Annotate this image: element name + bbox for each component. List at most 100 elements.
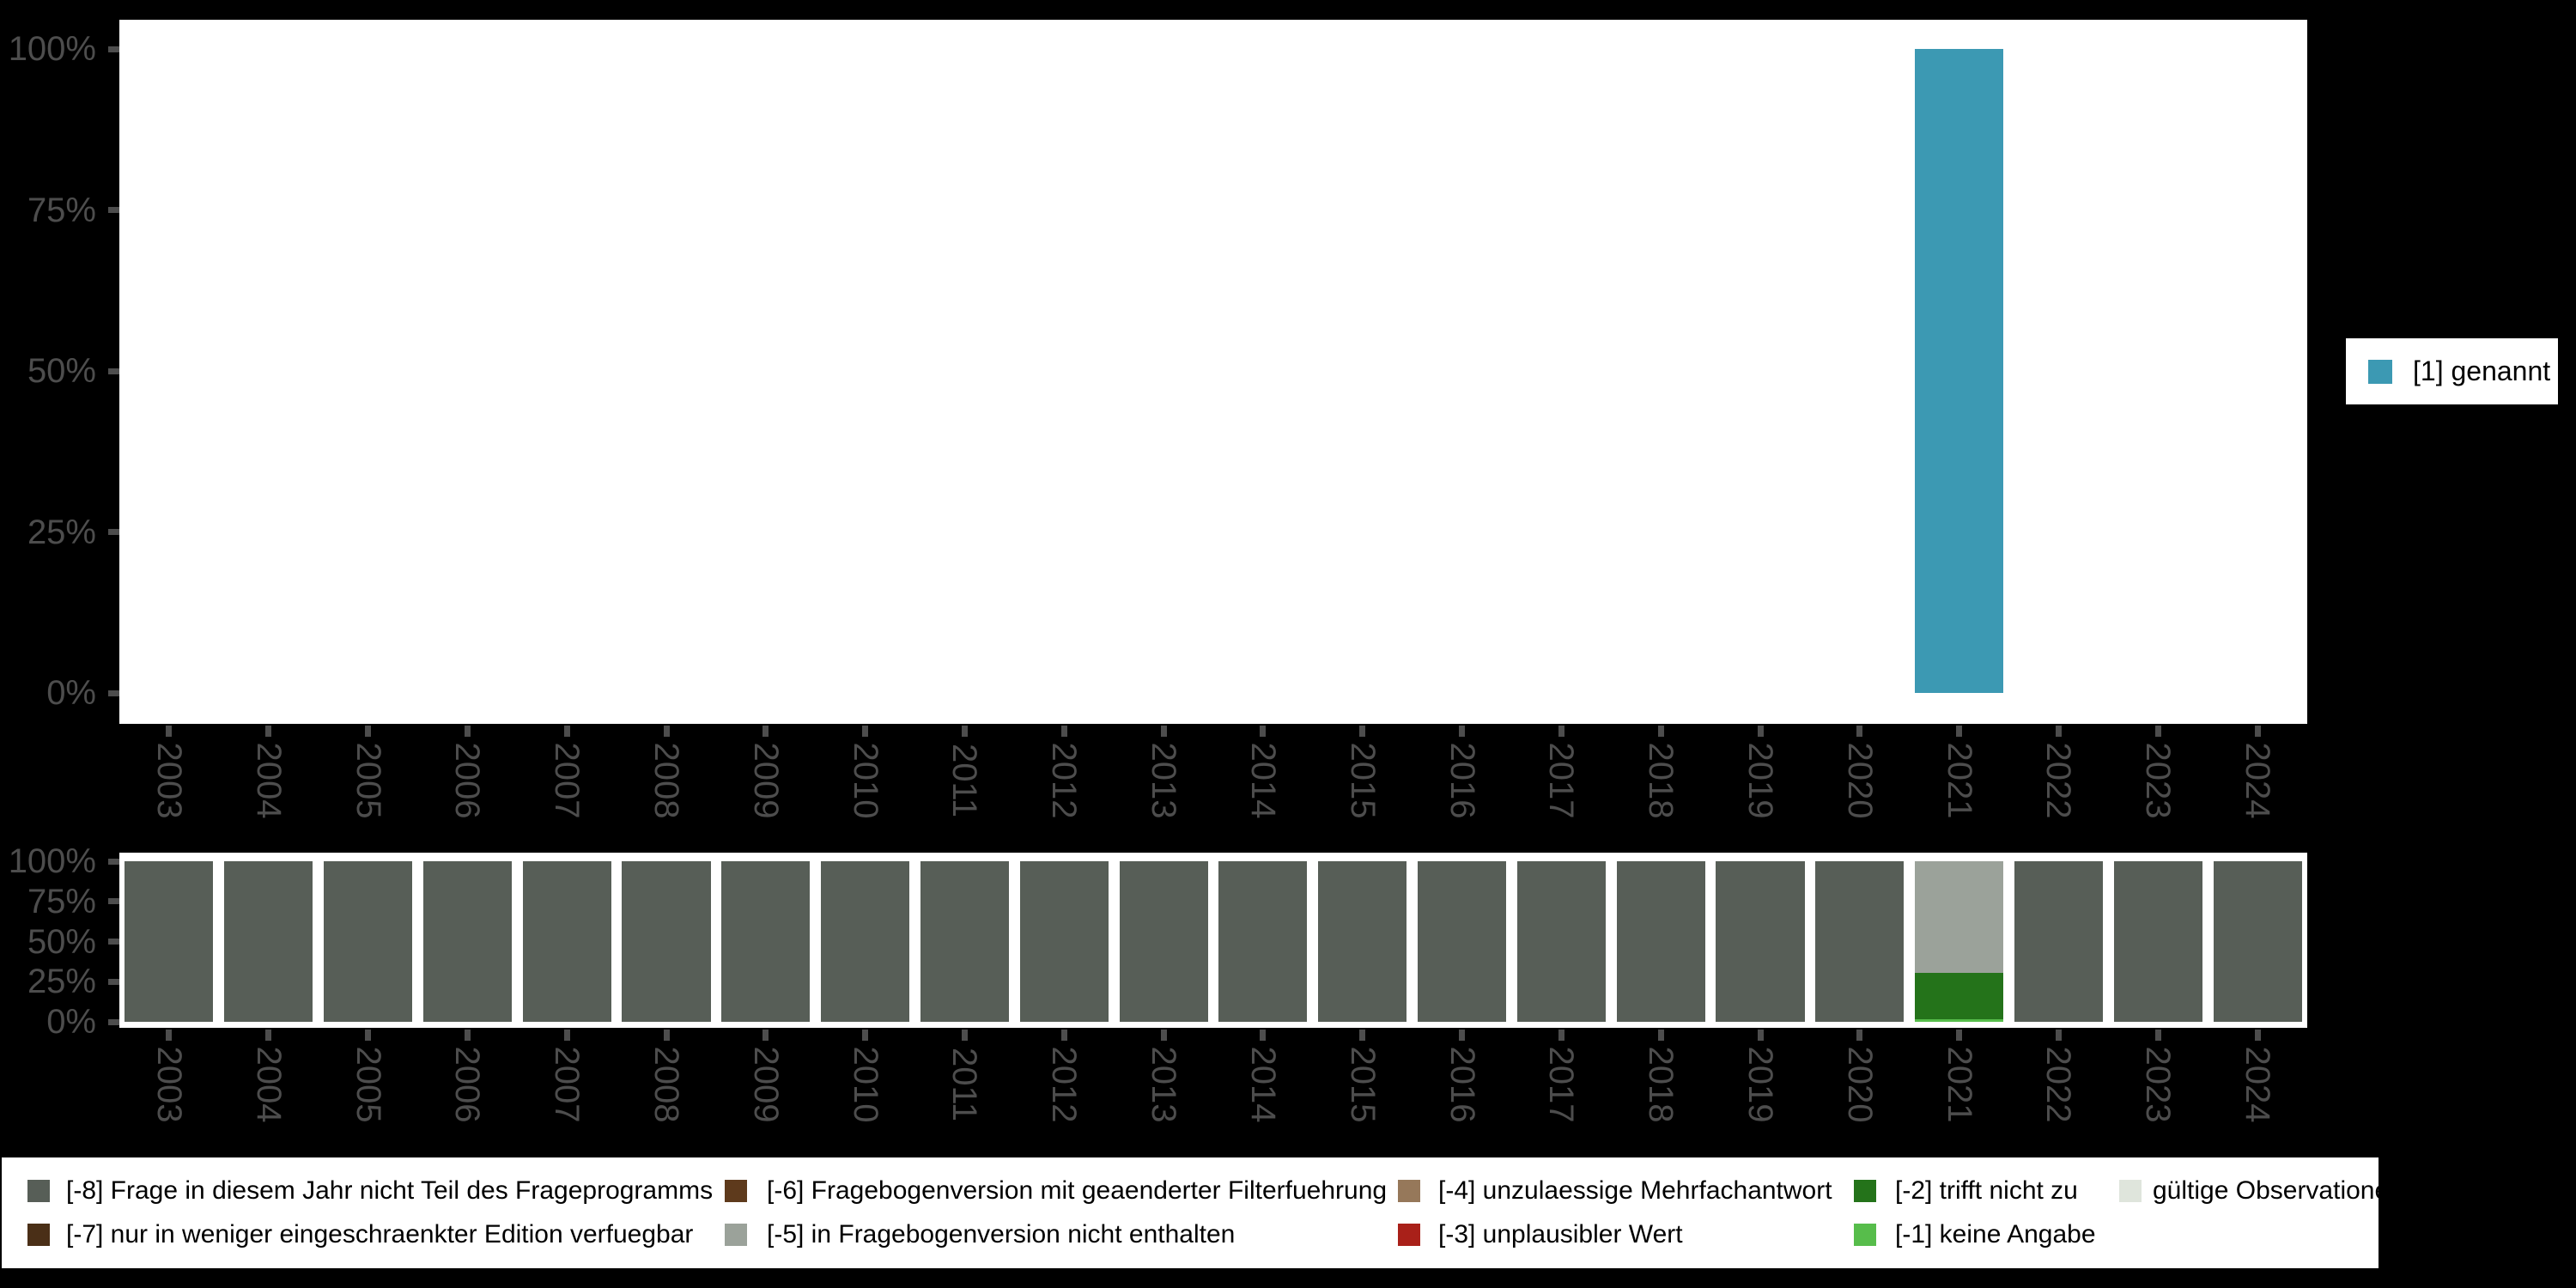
top-x-axis-tick-2007 xyxy=(563,726,570,737)
top-x-axis-tick-2005 xyxy=(365,726,372,737)
top-x-axis-tick-2014 xyxy=(1260,726,1267,737)
bottom-x-axis-label-2024: 2024 xyxy=(2239,1046,2277,1123)
top-x-axis-label-2020: 2020 xyxy=(1841,742,1880,819)
bottom-bar-2016-segment[interactable] xyxy=(1418,861,1507,1022)
top-x-axis-tick-2017 xyxy=(1558,726,1564,737)
top-x-axis-label-2006: 2006 xyxy=(448,742,487,819)
top-x-axis-tick-2023 xyxy=(2154,726,2161,737)
bottom-x-axis-tick-2015 xyxy=(1359,1030,1366,1041)
legend-label-code_m2: [-2] trifft nicht zu xyxy=(1895,1176,2078,1205)
bottom-x-axis-label-2017: 2017 xyxy=(1542,1046,1581,1123)
top-x-axis-label-2016: 2016 xyxy=(1443,742,1482,819)
bottom-x-axis-tick-2003 xyxy=(166,1030,173,1041)
bottom-x-axis-label-2006: 2006 xyxy=(448,1046,487,1123)
top-bar-2021-segment[interactable] xyxy=(1915,49,2004,693)
legend-label-code_m4: [-4] unzulaessige Mehrfachantwort xyxy=(1438,1176,1832,1205)
top-x-axis-label-2019: 2019 xyxy=(1741,742,1780,819)
bottom-x-axis-label-2022: 2022 xyxy=(2039,1046,2078,1123)
top-x-axis-label-2011: 2011 xyxy=(945,743,984,817)
bottom-x-axis-label-2009: 2009 xyxy=(747,1046,786,1123)
bottom-bar-2013-segment[interactable] xyxy=(1119,861,1208,1022)
bottom-bar-2022-segment[interactable] xyxy=(2014,861,2103,1022)
legend-swatch-code_m4 xyxy=(1398,1180,1420,1202)
bottom-x-axis-tick-2014 xyxy=(1260,1030,1267,1041)
top-x-axis-tick-2022 xyxy=(2055,726,2062,737)
top-x-axis-label-2010: 2010 xyxy=(847,742,885,819)
bottom-bar-2010-segment[interactable] xyxy=(821,861,910,1022)
bottom-y-axis-label-50%: 50% xyxy=(27,922,96,961)
top-y-axis-label-0%: 0% xyxy=(46,674,96,712)
top-y-axis-tick xyxy=(108,46,119,52)
top-x-axis-tick-2016 xyxy=(1459,726,1466,737)
legend-swatch-code_m7 xyxy=(27,1224,50,1246)
bottom-x-axis-tick-2013 xyxy=(1160,1030,1167,1041)
bottom-x-axis-tick-2007 xyxy=(563,1030,570,1041)
bottom-bar-2007-segment[interactable] xyxy=(522,861,611,1022)
bottom-bar-2008-segment[interactable] xyxy=(622,861,711,1022)
bottom-x-axis-tick-2020 xyxy=(1856,1030,1863,1041)
top-x-axis-label-2008: 2008 xyxy=(647,742,686,819)
bottom-x-axis-tick-2017 xyxy=(1558,1030,1564,1041)
top-x-axis-tick-2020 xyxy=(1856,726,1863,737)
bottom-y-axis-tick xyxy=(108,1018,119,1025)
legend-swatch-code_m1 xyxy=(1854,1224,1876,1246)
bottom-bar-2011-segment[interactable] xyxy=(920,861,1009,1022)
bottom-bar-2005-segment[interactable] xyxy=(324,861,413,1022)
top-x-axis-label-2013: 2013 xyxy=(1145,742,1183,819)
bottom-bar-2023-segment[interactable] xyxy=(2113,861,2202,1022)
top-x-axis-tick-2012 xyxy=(1060,726,1067,737)
top-x-axis-tick-2008 xyxy=(663,726,670,737)
bottom-x-axis-label-2008: 2008 xyxy=(647,1046,686,1123)
bottom-bar-2020-segment[interactable] xyxy=(1815,861,1905,1022)
bottom-x-axis-tick-2022 xyxy=(2055,1030,2062,1041)
top-x-axis-tick-2010 xyxy=(862,726,869,737)
missing-codes-legend: [-8] Frage in diesem Jahr nicht Teil des… xyxy=(2,1157,2403,1268)
top-x-axis-tick-2009 xyxy=(762,726,769,737)
bottom-x-axis-tick-2010 xyxy=(862,1030,869,1041)
bottom-y-axis-label-100%: 100% xyxy=(8,842,96,880)
bottom-bar-2009-segment[interactable] xyxy=(721,861,811,1022)
top-y-axis-tick xyxy=(108,529,119,535)
top-x-axis-label-2023: 2023 xyxy=(2139,742,2178,819)
legend-label-code_m5: [-5] in Fragebogenversion nicht enthalte… xyxy=(767,1220,1236,1249)
genannt-legend-label: [1] genannt xyxy=(2413,355,2551,386)
top-x-axis-tick-2015 xyxy=(1359,726,1366,737)
top-y-axis-label-50%: 50% xyxy=(27,352,96,390)
bottom-x-axis-label-2003: 2003 xyxy=(150,1046,189,1123)
bottom-y-axis-tick xyxy=(108,939,119,945)
bottom-bar-2021-segment[interactable] xyxy=(1915,861,2004,973)
legend-swatch-code_m5 xyxy=(725,1224,747,1246)
bottom-x-axis-tick-2021 xyxy=(1956,1030,1963,1041)
top-y-axis-label-100%: 100% xyxy=(8,30,96,68)
legend-label-code_m1: [-1] keine Angabe xyxy=(1895,1220,2096,1249)
bottom-x-axis-label-2021: 2021 xyxy=(1941,1046,1979,1123)
bottom-bar-2019-segment[interactable] xyxy=(1716,861,1805,1022)
bottom-x-axis-tick-2011 xyxy=(961,1030,968,1041)
bottom-bar-2015-segment[interactable] xyxy=(1318,861,1407,1022)
bottom-x-axis-label-2015: 2015 xyxy=(1344,1046,1382,1123)
bottom-bar-2018-segment[interactable] xyxy=(1616,861,1705,1022)
bottom-bar-2014-segment[interactable] xyxy=(1218,861,1308,1022)
bottom-bar-2004-segment[interactable] xyxy=(224,861,313,1022)
bottom-x-axis-tick-2018 xyxy=(1657,1030,1664,1041)
top-x-axis-label-2017: 2017 xyxy=(1542,742,1581,819)
top-x-axis-label-2009: 2009 xyxy=(747,742,786,819)
bottom-bar-2017-segment[interactable] xyxy=(1516,861,1606,1022)
bottom-bar-2012-segment[interactable] xyxy=(1019,861,1109,1022)
bottom-bar-2006-segment[interactable] xyxy=(422,861,512,1022)
top-x-axis-tick-2019 xyxy=(1757,726,1764,737)
top-x-axis-tick-2006 xyxy=(464,726,471,737)
bottom-bar-2021-segment[interactable] xyxy=(1915,1019,2004,1022)
bottom-bar-2003-segment[interactable] xyxy=(125,861,214,1022)
top-x-axis-label-2012: 2012 xyxy=(1045,742,1084,819)
bottom-x-axis-tick-2016 xyxy=(1459,1030,1466,1041)
bottom-x-axis-tick-2008 xyxy=(663,1030,670,1041)
bottom-x-axis-label-2019: 2019 xyxy=(1741,1046,1780,1123)
bottom-y-axis-label-25%: 25% xyxy=(27,963,96,1001)
bottom-x-axis-tick-2006 xyxy=(464,1030,471,1041)
top-x-axis-tick-2024 xyxy=(2254,726,2261,737)
top-x-axis-tick-2021 xyxy=(1956,726,1963,737)
legend-label-code_m6: [-6] Fragebogenversion mit geaenderter F… xyxy=(767,1176,1388,1205)
bottom-bar-2024-segment[interactable] xyxy=(2213,861,2302,1022)
bottom-bar-2021-segment[interactable] xyxy=(1915,972,2004,1020)
